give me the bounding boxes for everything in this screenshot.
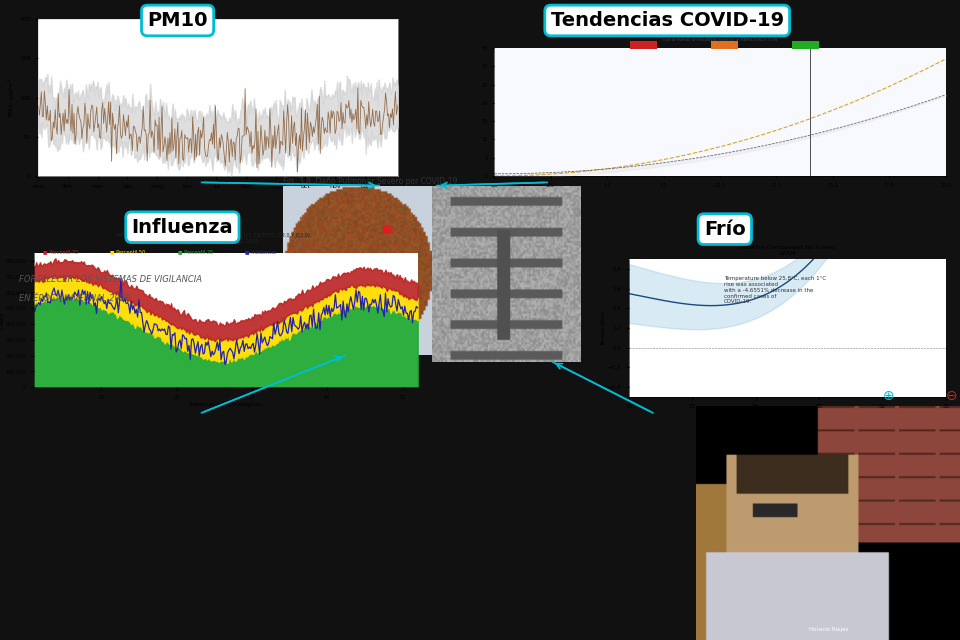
Y-axis label: Temperatura: Temperatura [601, 310, 607, 346]
Text: FORTALECER LOS SISTEMAS DE VIGILANCIA: FORTALECER LOS SISTEMAS DE VIGILANCIA [19, 275, 203, 284]
Text: Temperature below 25.8°C, each 1°C
rise was associated
with a -4.6551% decrease : Temperature below 25.8°C, each 1°C rise … [724, 276, 826, 305]
Y-axis label: PM$_{10}$, μg/m³: PM$_{10}$, μg/m³ [6, 78, 16, 117]
Text: ■ Incidencia: ■ Incidencia [245, 249, 276, 254]
Text: Tendencias COVID-19: Tendencias COVID-19 [551, 11, 783, 30]
Bar [630, 41, 657, 49]
Text: ⊕: ⊕ [883, 389, 895, 403]
Text: ■ Percentil 50: ■ Percentil 50 [110, 249, 146, 254]
Text: ⊖: ⊖ [946, 389, 957, 403]
Text: ■ Percentil 75: ■ Percentil 75 [43, 249, 79, 254]
Text: INFECCIONES RESPIRATORIAS AGUDAS(J00-J06, J20, J21 EXCEPTO J02.0 Y J03.0),: INFECCIONES RESPIRATORIAS AGUDAS(J00-J06… [116, 233, 311, 238]
Text: Frío: Frío [704, 220, 746, 239]
Text: Horacio Riojas: Horacio Riojas [809, 627, 849, 632]
X-axis label: Semanas epidemiológicas: Semanas epidemiológicas [189, 401, 262, 407]
Bar [711, 41, 738, 49]
Title: Additive Component for Icases
GFAM: Additive Component for Icases GFAM [739, 245, 835, 256]
Text: ■ Percentil 25: ■ Percentil 25 [178, 249, 213, 254]
Text: ESTADOS UNIDOS MEXICANOS ,2020: ESTADOS UNIDOS MEXICANOS ,2020 [168, 239, 259, 244]
Y-axis label: Casos: Casos [0, 312, 5, 328]
Text: Influenza: Influenza [132, 218, 233, 237]
Text: 119,700 Positivos: 119,700 Positivos [692, 22, 748, 28]
Text: PM10: PM10 [147, 11, 208, 30]
Text: con al menos un resultado positivo al SARS-CoV-2: 1:99: con al menos un resultado positivo al SA… [662, 38, 778, 42]
Text: Fig. 3.8. Daño Pulmonar Severo por COVID-19: Fig. 3.8. Daño Pulmonar Severo por COVID… [283, 177, 458, 186]
Text: EN ÉPOCA INVERNAL 2020: EN ÉPOCA INVERNAL 2020 [19, 294, 131, 303]
Bar [792, 41, 819, 49]
